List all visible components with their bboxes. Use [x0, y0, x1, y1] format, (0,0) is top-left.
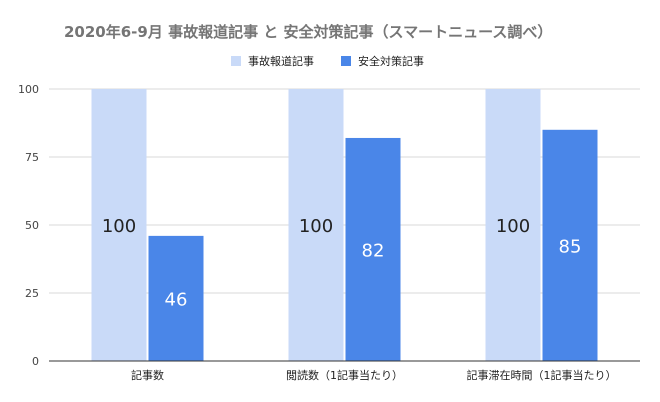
y-tick-label: 25: [25, 287, 39, 300]
x-category-label: 記事数: [131, 368, 164, 382]
legend-swatch-safety: [341, 56, 351, 66]
data-label: 85: [559, 236, 582, 257]
data-labels: 100 46 100 82 100 85: [102, 216, 582, 310]
bars: [91, 89, 598, 361]
legend-label-accident: 事故報道記事: [248, 54, 314, 68]
x-category-label: 閲読数（1記事当たり）: [286, 368, 403, 382]
data-label: 100: [496, 216, 530, 237]
y-tick-label: 75: [25, 151, 39, 164]
legend: 事故報道記事 安全対策記事: [231, 54, 424, 68]
legend-swatch-accident: [231, 56, 241, 66]
bar-safety: [345, 137, 401, 361]
bar-accident: [288, 89, 344, 361]
bar-accident: [485, 89, 541, 361]
bar-safety: [542, 129, 598, 361]
y-tick-label: 0: [32, 355, 39, 368]
x-axis: 記事数 閲読数（1記事当たり） 記事滞在時間（1記事当たり）: [49, 360, 640, 382]
data-label: 100: [299, 216, 333, 237]
y-axis: 0 25 50 75 100: [18, 83, 39, 368]
x-category-label: 記事滞在時間（1記事当たり）: [467, 368, 617, 382]
bar-safety: [148, 235, 204, 361]
data-label: 82: [362, 240, 385, 261]
data-label: 46: [165, 289, 188, 310]
gridlines: [49, 88, 640, 294]
y-tick-label: 100: [18, 83, 39, 96]
legend-label-safety: 安全対策記事: [358, 54, 424, 68]
data-label: 100: [102, 216, 136, 237]
y-tick-label: 50: [25, 219, 39, 232]
bar-accident: [91, 89, 147, 361]
chart-title: 2020年6-9月 事故報道記事 と 安全対策記事（スマートニュース調べ）: [64, 23, 552, 41]
